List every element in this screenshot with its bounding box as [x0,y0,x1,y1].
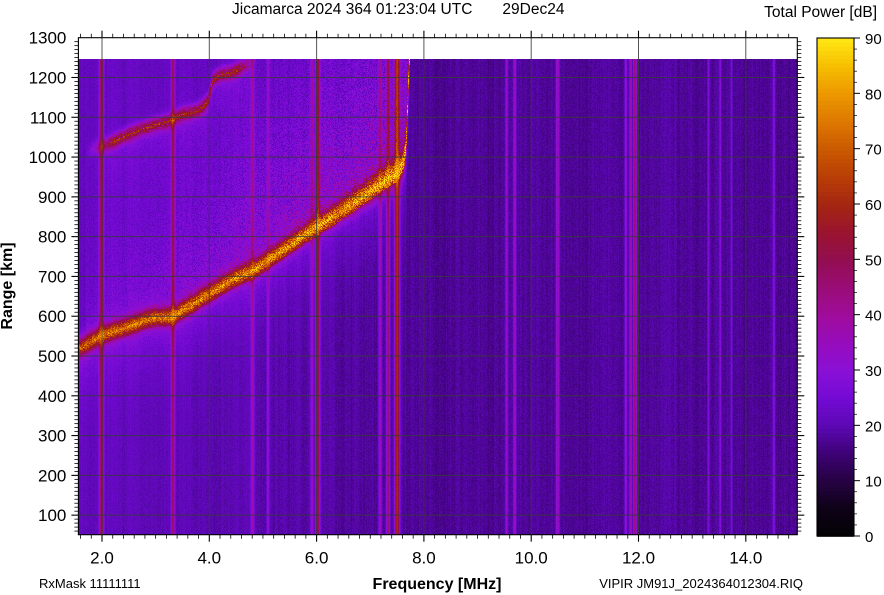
svg-text:VIPIR JM91J_2024364012304.RIQ: VIPIR JM91J_2024364012304.RIQ [599,576,803,591]
svg-text:1200: 1200 [29,68,67,87]
svg-text:0: 0 [865,529,873,546]
svg-text:1000: 1000 [29,148,67,167]
svg-text:40: 40 [865,308,882,325]
svg-text:70: 70 [865,142,882,159]
svg-text:500: 500 [38,347,66,366]
svg-text:Range [km]: Range [km] [0,242,16,329]
svg-text:2.0: 2.0 [90,549,114,568]
svg-text:100: 100 [38,506,66,525]
svg-text:700: 700 [38,267,66,286]
svg-text:800: 800 [38,228,66,247]
svg-text:50: 50 [865,252,882,269]
svg-text:60: 60 [865,197,882,214]
svg-text:1100: 1100 [30,108,67,127]
svg-text:Jicamarca 2024 364 01:23:04 UT: Jicamarca 2024 364 01:23:04 UTC 29Dec24 [232,1,565,18]
svg-text:600: 600 [38,307,66,326]
svg-text:12.0: 12.0 [622,549,655,568]
svg-text:90: 90 [865,31,882,48]
svg-text:10.0: 10.0 [515,549,548,568]
svg-text:300: 300 [38,427,66,446]
svg-text:200: 200 [38,466,66,485]
svg-text:900: 900 [38,188,66,207]
svg-text:6.0: 6.0 [305,549,329,568]
svg-text:4.0: 4.0 [197,549,221,568]
svg-text:8.0: 8.0 [412,549,436,568]
svg-text:10: 10 [865,474,882,491]
svg-text:RxMask 11111111: RxMask 11111111 [39,576,141,591]
svg-text:80: 80 [865,86,882,103]
svg-text:Total Power [dB]: Total Power [dB] [764,4,877,21]
svg-text:14.0: 14.0 [729,549,762,568]
svg-text:30: 30 [865,363,882,380]
svg-text:1300: 1300 [29,29,67,48]
svg-text:400: 400 [38,387,66,406]
svg-text:Frequency [MHz]: Frequency [MHz] [373,576,502,593]
svg-text:20: 20 [865,418,882,435]
